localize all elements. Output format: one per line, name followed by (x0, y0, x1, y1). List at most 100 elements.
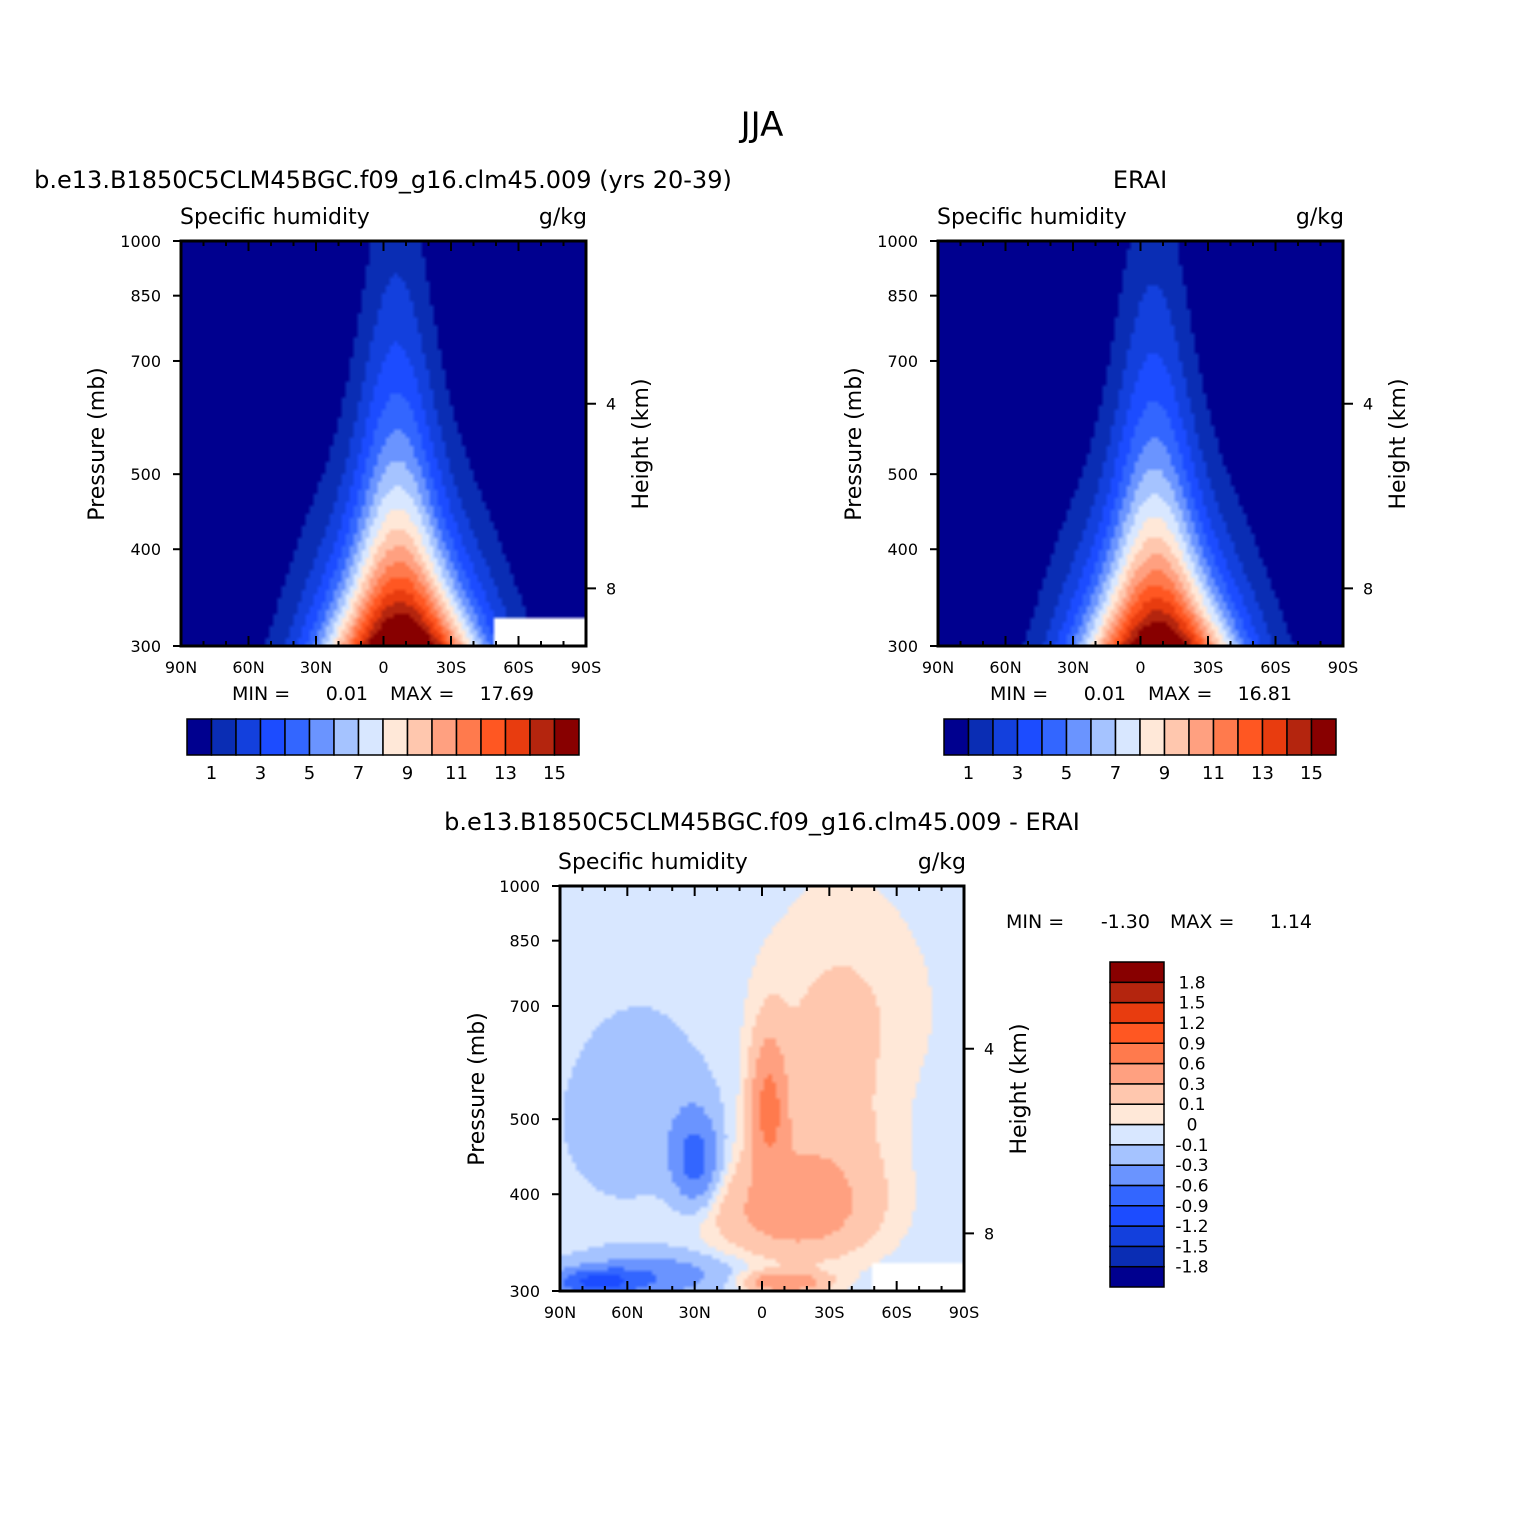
colorbar-label: 13 (494, 763, 517, 784)
colorbar-box (1109, 1103, 1165, 1126)
panel-model-y2-title: Height (km) (629, 378, 654, 509)
colorbar-label: -1.5 (1175, 1237, 1208, 1257)
panel-diff-heading: b.e13.B1850C5CLM45BGC.f09_g16.clm45.009 … (444, 808, 1080, 836)
colorbar-label: 0 (1187, 1116, 1198, 1136)
colorbar-box (529, 718, 556, 756)
colorbar-box (186, 718, 213, 756)
colorbar-box (1016, 718, 1043, 756)
panel-obs-min-value: 0.01 (1084, 683, 1126, 705)
colorbar-box (967, 718, 994, 756)
colorbar-box (1114, 718, 1141, 756)
colorbar-box (1109, 1144, 1165, 1166)
colorbar-label: 7 (353, 763, 364, 784)
panel-obs-min-label: MIN = (990, 683, 1048, 705)
y-tick-label: 700 (509, 997, 540, 1016)
x-tick-label: 90S (1328, 658, 1359, 677)
contour-field (181, 241, 586, 646)
x-tick-label: 90S (949, 1303, 980, 1322)
panel-obs-max-label: MAX = (1148, 683, 1212, 705)
colorbar-box (235, 718, 262, 756)
colorbar-box (406, 718, 433, 756)
y2-tick-label: 8 (1363, 579, 1373, 598)
colorbar-label: 11 (1202, 763, 1225, 784)
y-tick-label: 400 (887, 540, 918, 559)
colorbar-box (1065, 718, 1092, 756)
colorbar-box (553, 718, 580, 756)
colorbar-box (431, 718, 458, 756)
colorbar-box (480, 718, 507, 756)
x-tick-label: 0 (1135, 658, 1145, 677)
x-tick-label: 30S (814, 1303, 845, 1322)
colorbar-label: 5 (304, 763, 315, 784)
colorbar-label: -1.8 (1175, 1258, 1208, 1278)
colorbar-label: 7 (1110, 763, 1121, 784)
panel-diff-right-label: g/kg (918, 850, 966, 875)
colorbar-box (1109, 1042, 1165, 1065)
colorbar-label: 15 (543, 763, 566, 784)
x-tick-label: 30N (1057, 658, 1089, 677)
panel-diff-min-value: -1.30 (1101, 911, 1150, 933)
panel-obs-right-label: g/kg (1296, 205, 1344, 230)
colorbar-box (1109, 961, 1165, 984)
colorbar-box (1310, 718, 1337, 756)
panel-obs-heading: ERAI (1113, 166, 1167, 194)
panel-diff-max-value: 1.14 (1270, 911, 1312, 933)
panel-diff: Specific humidity g/kg 90N 60N 30N 0 30S 60S 9… (465, 850, 1312, 1322)
y-tick-label: 500 (130, 465, 161, 484)
colorbar-box (308, 718, 335, 756)
x-tick-label: 30N (300, 658, 332, 677)
y-tick-label: 1000 (499, 877, 540, 896)
colorbar-label: 0.1 (1178, 1095, 1205, 1115)
y2-tick-label: 4 (606, 395, 616, 414)
colorbar-label: 0.3 (1178, 1075, 1205, 1095)
y-tick-label: 850 (130, 287, 161, 306)
panel-model-min-label: MIN = (232, 683, 290, 705)
y2-tick-label: 4 (1363, 395, 1373, 414)
contour-field (560, 886, 964, 1291)
x-tick-label: 30S (436, 658, 467, 677)
panel-model-colorbar: 1 3 5 7 9 11 13 15 (186, 718, 580, 784)
colorbar-box (1109, 1184, 1165, 1207)
colorbar-label: 9 (1159, 763, 1170, 784)
colorbar-box (1109, 1123, 1165, 1146)
colorbar-box (1261, 718, 1288, 756)
colorbar-box (1237, 718, 1264, 756)
y-tick-label: 500 (509, 1110, 540, 1129)
panel-diff-max-label: MAX = (1170, 911, 1234, 933)
panel-obs-max-value: 16.81 (1238, 683, 1292, 705)
y2-tick-label: 8 (984, 1224, 994, 1243)
colorbar-box (1109, 1062, 1165, 1085)
colorbar-box (504, 718, 531, 756)
y-tick-label: 700 (887, 352, 918, 371)
colorbar-box (357, 718, 384, 756)
colorbar-label: 11 (445, 763, 468, 784)
colorbar-label: 3 (1012, 763, 1023, 784)
colorbar-box (1188, 718, 1215, 756)
x-tick-label: 30S (1193, 658, 1224, 677)
panel-obs: Specific humidity g/kg 90N 60N 30N 0 30S 60S 9… (842, 205, 1411, 784)
colorbar-label: 9 (402, 763, 413, 784)
x-tick-label: 90N (922, 658, 954, 677)
colorbar-box (333, 718, 360, 756)
panel-diff-left-label: Specific humidity (558, 850, 748, 875)
panel-diff-y-title: Pressure (mb) (465, 1012, 490, 1166)
x-tick-label: 60N (989, 658, 1021, 677)
colorbar-box (1109, 1225, 1165, 1248)
panel-obs-plot: 90N 60N 30N 0 30S 60S 90S 300 400 500 700 850 1000 8 4 (877, 232, 1373, 677)
colorbar-box (259, 718, 286, 756)
colorbar-label: -0.6 (1175, 1176, 1208, 1196)
y-tick-label: 300 (130, 637, 161, 656)
y2-tick-label: 4 (984, 1040, 994, 1059)
y-tick-label: 400 (509, 1185, 540, 1204)
colorbar-box (382, 718, 409, 756)
colorbar-label: 1.5 (1178, 994, 1205, 1014)
colorbar-box (1109, 1205, 1165, 1227)
panel-obs-left-label: Specific humidity (937, 205, 1127, 230)
colorbar-box (284, 718, 311, 756)
figure-title: JJA (739, 105, 784, 145)
panel-model-plot: 90N 60N 30N 0 30S 60S 90S 300 400 500 700 850 1000 8 4 (120, 232, 616, 677)
colorbar-label: 1.2 (1178, 1014, 1205, 1034)
colorbar-label: 1 (963, 763, 974, 784)
colorbar-box (1109, 1083, 1165, 1105)
